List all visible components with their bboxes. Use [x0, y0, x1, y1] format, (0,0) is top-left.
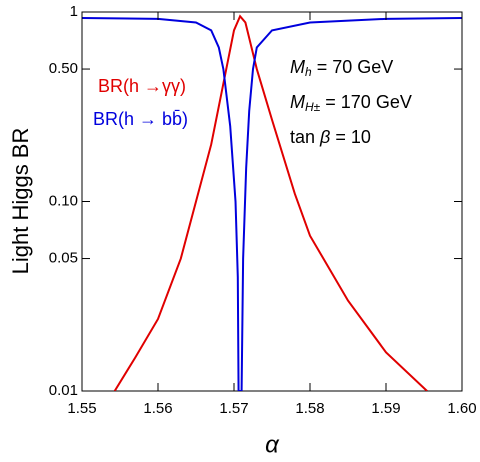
x-tick-label: 1.60 [447, 400, 476, 417]
x-tick-label: 1.58 [295, 400, 324, 417]
y-tick-label: 0.05 [49, 250, 78, 267]
annotation: MH± = 170 GeV [290, 92, 412, 114]
annotation-part: H± [305, 100, 321, 114]
y-tick-label: 0.01 [49, 382, 78, 399]
x-tick-label: 1.55 [67, 400, 96, 417]
lines [82, 14, 462, 391]
y-tick-label: 1 [70, 3, 78, 20]
annotation: Mh = 70 GeV [290, 57, 393, 79]
series-line [82, 16, 462, 391]
x-tick-label: 1.57 [219, 400, 248, 417]
annotation-part: = 70 GeV [312, 57, 394, 77]
y-tick-label: 0.10 [49, 192, 78, 209]
annotation-part: = 170 GeV [320, 92, 412, 112]
y-axis-label: Light Higgs BR [8, 128, 33, 275]
y-tick-label: 0.50 [49, 60, 78, 77]
x-tick-label: 1.56 [143, 400, 172, 417]
annotation-part: M [290, 57, 305, 77]
annotation-part: β [319, 127, 330, 147]
x-axis-label: α [265, 431, 280, 458]
series-line [113, 14, 428, 391]
x-tick-label: 1.59 [371, 400, 400, 417]
annotation-part: M [290, 92, 305, 112]
plot-frame [81, 11, 463, 392]
annotation-part: tan [290, 127, 320, 147]
legend-label: BR(h →γγ) [98, 76, 186, 96]
annotation-part: = 10 [330, 127, 371, 147]
legend-label: BR(h → bb̄) [93, 109, 188, 129]
annotation: tan β = 10 [290, 127, 371, 147]
annotation-part: h [305, 65, 312, 79]
